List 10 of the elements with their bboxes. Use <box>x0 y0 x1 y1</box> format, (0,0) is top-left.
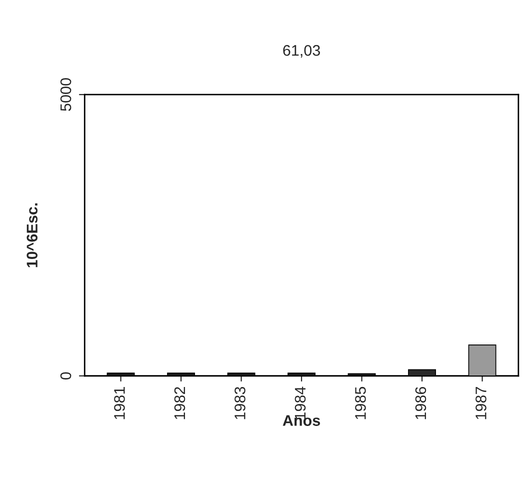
y-tick-label: 5000 <box>60 78 72 111</box>
x-tick-label: 1982 <box>174 387 186 420</box>
x-tick-label: 1981 <box>114 387 125 420</box>
x-tick-label: 1983 <box>234 386 246 420</box>
y-axis-title: 10^6Esc. <box>26 203 38 268</box>
x-tick-label: 1987 <box>476 387 486 420</box>
chart-title: 61,03 <box>283 45 320 58</box>
y-tick-label: 0 <box>60 372 72 380</box>
x-tick-label: 1985 <box>355 386 366 420</box>
x-tick-label: 1986 <box>415 386 426 420</box>
